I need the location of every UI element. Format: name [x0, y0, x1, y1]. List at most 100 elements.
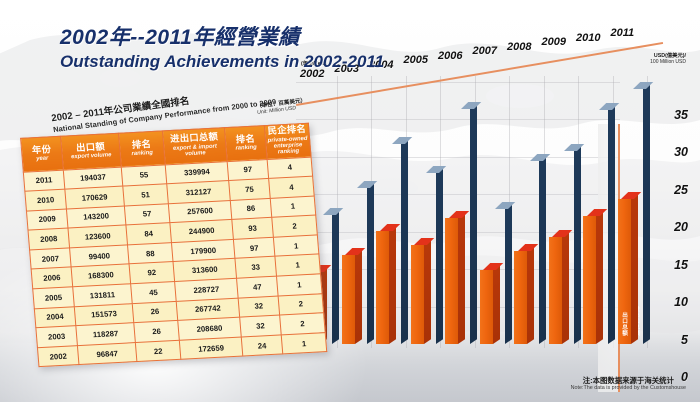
bar-export-volume — [410, 238, 435, 344]
bar-side-face — [389, 225, 396, 344]
bar-front-face — [410, 245, 424, 344]
y-axis-unit-en: 100 Million USD — [650, 58, 686, 65]
col-header-ranking-total-en: ranking — [235, 144, 258, 152]
cell-ranking-export: 84 — [125, 222, 172, 245]
cell-ranking-export: 88 — [127, 242, 174, 265]
performance-table: 年份 year 出口额 export volume 排名 ranking 进 — [20, 122, 327, 368]
bar-side-face — [470, 104, 477, 344]
x-axis-year-label: 2002 — [300, 68, 325, 80]
cell-private-ranking: 2 — [271, 215, 318, 238]
col-header-private-ranking: 民企排名 private-owned enterprise ranking — [264, 122, 312, 160]
bar-side-face — [504, 204, 512, 344]
cell-year: 2009 — [26, 208, 68, 231]
bar-top-face — [564, 144, 585, 152]
cell-year: 2004 — [34, 306, 76, 329]
bar-side-face — [561, 232, 569, 344]
x-axis-year-label: 2011 — [610, 27, 635, 40]
bar-side-face — [332, 209, 339, 344]
bar-front-face — [445, 218, 458, 344]
cell-ranking-export: 22 — [135, 340, 181, 362]
bar-side-face — [608, 105, 615, 344]
bar-top-face — [391, 136, 412, 144]
bar-front-face — [341, 255, 355, 344]
cell-year: 2007 — [29, 247, 72, 270]
bar-export-volume — [445, 211, 469, 344]
x-axis-year-label: 2003 — [334, 63, 359, 76]
title-english: Outstanding Achievements in 2002-2011 — [60, 51, 385, 71]
bar-top-face — [598, 103, 619, 111]
cell-ranking-export: 57 — [124, 203, 170, 226]
bar-top-face — [322, 207, 343, 215]
cell-private-ranking: 1 — [276, 273, 323, 296]
cell-ranking-total: 97 — [233, 237, 275, 259]
cell-year: 2011 — [23, 169, 65, 192]
bar-export-volume — [514, 244, 538, 344]
bar-side-face — [630, 194, 638, 344]
bar-export-volume — [376, 223, 400, 344]
cell-ranking-export: 26 — [132, 301, 178, 323]
bar-side-face — [435, 168, 443, 344]
x-axis-unit-label: (年份/Year) — [301, 61, 328, 67]
title-chinese: 2002年--2011年經營業績 — [60, 26, 300, 49]
cell-private-ranking: 1 — [273, 234, 319, 257]
bar-front-face — [376, 230, 389, 344]
cell-ranking-total: 86 — [230, 198, 272, 220]
cell-year: 2005 — [32, 286, 75, 309]
bar-top-face — [460, 102, 481, 110]
col-header-export-volume: 出口额 export volume — [60, 132, 122, 170]
x-axis-year-label: 2009 — [541, 36, 566, 49]
cell-ranking-export: 26 — [133, 320, 180, 343]
bar-front-face — [514, 251, 527, 344]
footnote-english: Note:The data is provided by the Customs… — [570, 385, 686, 392]
x-axis-year-label: 2008 — [507, 40, 532, 53]
y-axis-tick-label: 5 — [681, 332, 688, 347]
y-axis-tick-label: 35 — [674, 108, 688, 122]
chart-gridline-horizontal — [296, 156, 620, 158]
bar-side-face — [573, 146, 581, 344]
chart-gridline-horizontal — [296, 194, 620, 196]
col-header-ranking-export-en: ranking — [131, 150, 154, 158]
cell-ranking-export: 55 — [121, 164, 167, 187]
chart-gridline-horizontal — [296, 119, 620, 121]
cell-private-ranking: 2 — [279, 312, 326, 335]
x-axis-year-label: 2007 — [472, 45, 497, 58]
bar-export-volume — [341, 248, 366, 344]
bar-side-face — [366, 183, 374, 344]
cell-private-ranking: 4 — [268, 176, 315, 199]
cell-ranking-total: 93 — [231, 217, 274, 240]
y-axis-unit-label: USD(億美元)/ 100 Million USD — [628, 53, 686, 65]
bar-front-face — [548, 236, 562, 344]
page-title: 2002年--2011年經營業績 Outstanding Achievement… — [60, 26, 410, 72]
performance-table-panel: 2002 – 2011年公司業績全國排名 National Standing o… — [18, 96, 327, 382]
cell-year: 2003 — [35, 325, 78, 348]
bar-side-face — [642, 84, 650, 344]
cell-ranking-total: 33 — [234, 256, 277, 279]
bar-export-volume — [583, 209, 607, 344]
cell-private-ranking: 4 — [267, 156, 313, 179]
bar-side-face — [401, 138, 408, 344]
bar-export-volume — [548, 229, 573, 344]
col-header-private-ranking-en: private-owned enterprise ranking — [267, 135, 308, 156]
cell-private-ranking: 1 — [281, 332, 327, 355]
cell-ranking-total: 32 — [238, 295, 280, 318]
bar-top-face — [529, 153, 550, 161]
bar-export-volume — [479, 262, 504, 344]
cell-ranking-total: 24 — [241, 334, 283, 357]
cell-year: 2002 — [37, 345, 79, 368]
x-axis-year-label: 2010 — [576, 31, 601, 44]
bar-side-face — [527, 246, 534, 344]
bar-front-face — [479, 269, 493, 344]
bar-side-face — [539, 155, 546, 344]
x-axis-year-label: 2006 — [438, 49, 463, 62]
chart-gridline-horizontal — [296, 82, 620, 83]
bar-front-face — [583, 216, 596, 344]
bar-top-face — [426, 165, 447, 173]
table-body: 2011 194037 55 339994 97 4 2010 170629 51 312127 7… — [23, 156, 327, 368]
bar-side-face — [423, 240, 431, 344]
bar-side-face — [596, 211, 603, 344]
y-axis-tick-label: 0 — [681, 370, 688, 384]
y-axis-tick-label: 10 — [674, 295, 688, 310]
col-header-year: 年份 year — [20, 135, 64, 172]
bar-side-face — [354, 250, 362, 344]
chart-plot-area: 进出口总额出口总额 — [296, 41, 664, 392]
